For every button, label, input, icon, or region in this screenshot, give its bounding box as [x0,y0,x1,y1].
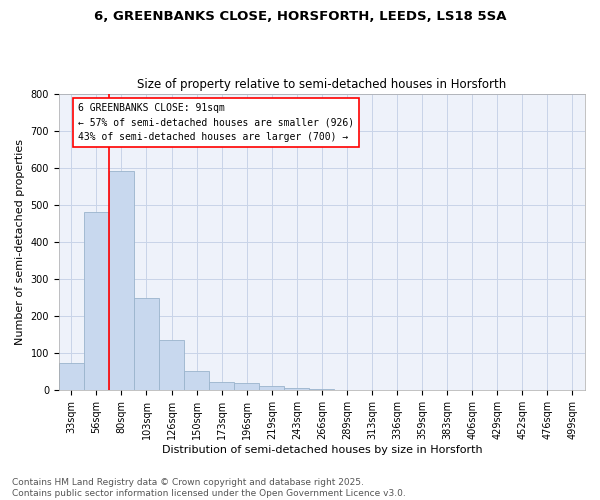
Bar [109,172,134,390]
Bar [134,298,159,390]
Bar [284,388,310,390]
Bar [234,383,259,390]
Bar [159,340,184,390]
Bar [259,386,284,390]
Text: Contains HM Land Registry data © Crown copyright and database right 2025.
Contai: Contains HM Land Registry data © Crown c… [12,478,406,498]
Bar [209,382,234,390]
Bar [59,362,84,390]
Text: 6, GREENBANKS CLOSE, HORSFORTH, LEEDS, LS18 5SA: 6, GREENBANKS CLOSE, HORSFORTH, LEEDS, L… [94,10,506,23]
Y-axis label: Number of semi-detached properties: Number of semi-detached properties [15,139,25,345]
Bar [310,389,334,390]
Bar [84,212,109,390]
Text: 6 GREENBANKS CLOSE: 91sqm
← 57% of semi-detached houses are smaller (926)
43% of: 6 GREENBANKS CLOSE: 91sqm ← 57% of semi-… [79,103,355,142]
X-axis label: Distribution of semi-detached houses by size in Horsforth: Distribution of semi-detached houses by … [161,445,482,455]
Title: Size of property relative to semi-detached houses in Horsforth: Size of property relative to semi-detach… [137,78,506,91]
Bar [184,371,209,390]
